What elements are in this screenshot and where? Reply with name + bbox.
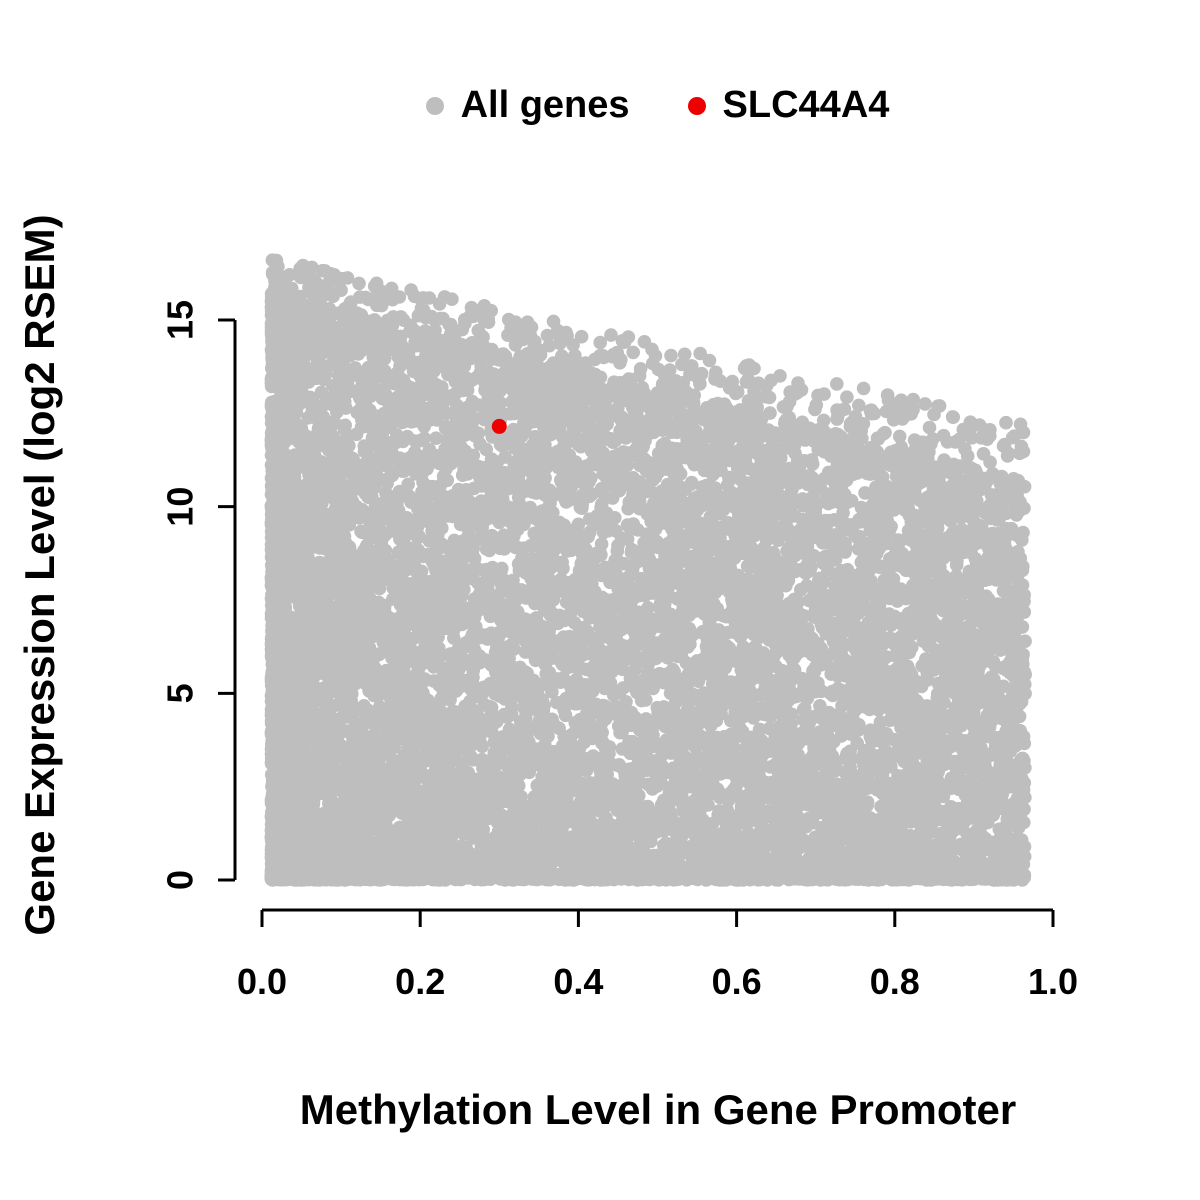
- y-tick-label: 5: [160, 683, 201, 703]
- legend-label-all-genes: All genes: [460, 84, 630, 126]
- legend-dot-slc44a4: [687, 96, 706, 115]
- y-tick-label: 15: [160, 300, 201, 340]
- x-tick-label: 0.0: [237, 961, 287, 1002]
- y-axis: 0 5 10 15: [160, 300, 237, 890]
- y-tick-label: 0: [160, 870, 201, 890]
- legend-label-slc44a4: SLC44A4: [722, 84, 890, 126]
- slc44a4-point: [491, 418, 507, 434]
- legend: All genes SLC44A4: [262, 84, 1053, 127]
- x-tick-label: 0.2: [395, 961, 445, 1002]
- x-axis-title: Methylation Level in Gene Promoter: [299, 1086, 1017, 1133]
- x-axis: 0.0 0.2 0.4 0.6 0.8 1.0: [237, 908, 1078, 1002]
- y-tick-label: 10: [160, 487, 201, 527]
- x-tick-label: 0.6: [712, 961, 762, 1002]
- series-all-genes-points: [264, 253, 1032, 887]
- x-tick-label: 1.0: [1028, 961, 1078, 1002]
- legend-dot-all-genes: [425, 96, 444, 115]
- legend-item-all-genes: All genes: [425, 84, 630, 127]
- series-slc44a4-point: [491, 418, 507, 434]
- legend-item-slc44a4: SLC44A4: [687, 84, 890, 127]
- x-tick-label: 0.8: [870, 961, 920, 1002]
- x-tick-label: 0.4: [553, 961, 603, 1002]
